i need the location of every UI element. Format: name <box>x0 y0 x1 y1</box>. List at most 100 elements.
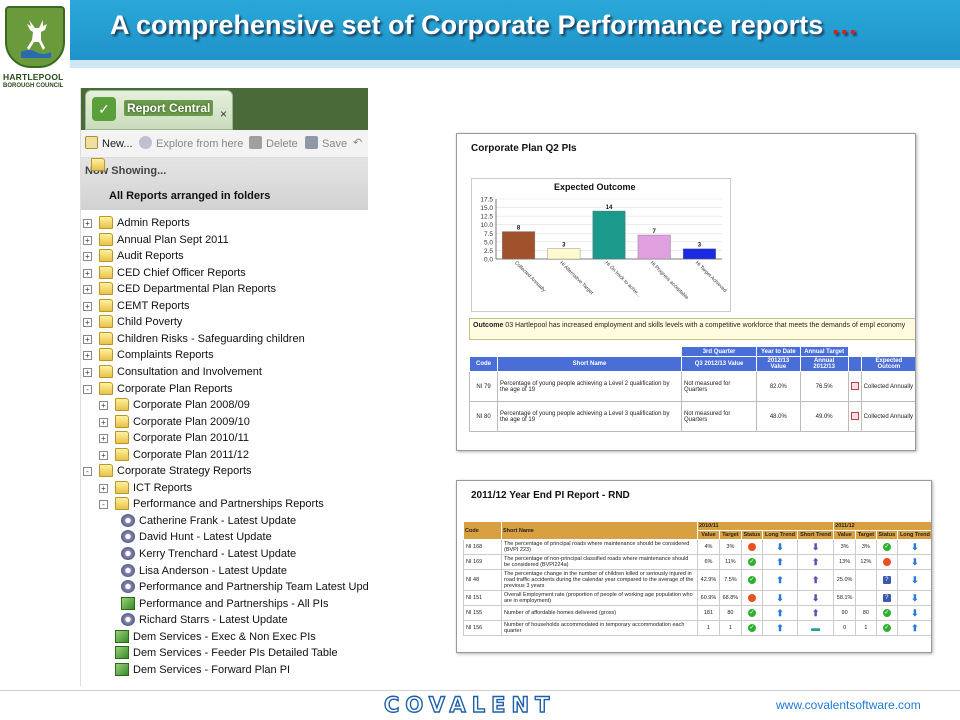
table-row: NI 169 The percentage of non-principal cl… <box>463 554 931 570</box>
gear-icon <box>121 513 135 527</box>
collapse-icon[interactable]: - <box>83 384 92 394</box>
slide-title: A comprehensive set of Corporate Perform… <box>110 10 858 41</box>
tree-item[interactable]: + CED Chief Officer Reports <box>81 265 368 282</box>
x-tick-label: Hi On track to achie... <box>604 260 642 298</box>
tree-item[interactable]: + CEMT Reports <box>81 298 368 315</box>
expand-icon[interactable]: + <box>83 318 92 328</box>
tree-item[interactable]: Richard Starrs - Latest Update <box>81 613 368 629</box>
tab-report-central[interactable]: ✓ Report Central × <box>85 90 233 130</box>
collapse-icon[interactable]: - <box>99 500 108 510</box>
tree-item[interactable]: + Annual Plan Sept 2011 <box>81 232 368 249</box>
title-ellipsis: … <box>830 10 858 40</box>
expand-icon[interactable]: + <box>83 235 92 245</box>
tree-item-label: Corporate Plan 2009/10 <box>133 415 250 428</box>
tree-item[interactable]: + Complaints Reports <box>81 348 368 364</box>
tree-item[interactable]: + Corporate Plan 2010/11 <box>81 431 368 447</box>
expand-icon[interactable]: + <box>99 483 108 493</box>
new-button[interactable]: New... <box>85 136 133 150</box>
tree-item[interactable]: - Corporate Strategy Reports <box>81 464 368 480</box>
status-cell: ? <box>875 590 898 606</box>
explore-button[interactable]: Explore from here <box>139 136 243 150</box>
trend-down-icon: ⬇ <box>911 607 919 618</box>
header-spacer <box>847 346 862 357</box>
folder-icon <box>99 249 113 263</box>
folder-icon <box>91 158 105 171</box>
expand-icon[interactable]: + <box>83 268 92 278</box>
expand-icon[interactable]: + <box>83 252 92 262</box>
expand-icon[interactable]: + <box>99 417 108 427</box>
tree-item[interactable]: + Corporate Plan 2008/09 <box>81 398 368 414</box>
expand-icon[interactable]: + <box>83 219 92 228</box>
expand-icon[interactable]: + <box>83 334 92 344</box>
tab-label: Report Central <box>124 100 214 116</box>
code-cell: NI 151 <box>463 590 502 606</box>
collapse-icon[interactable]: - <box>83 467 92 477</box>
tree-item[interactable]: Performance and Partnerships - All PIs <box>81 596 368 613</box>
tree-item[interactable]: Catherine Frank - Latest Update <box>81 513 368 530</box>
expand-icon[interactable]: + <box>83 301 92 311</box>
name-cell: Number of affordable homes delivered (gr… <box>501 605 698 621</box>
tree-item[interactable]: + Admin Reports <box>81 216 368 232</box>
expand-icon[interactable]: + <box>83 367 92 377</box>
tree-item[interactable]: - Corporate Plan Reports <box>81 381 368 398</box>
tree-item[interactable]: + Corporate Plan 2011/12 <box>81 447 368 464</box>
save-button[interactable]: Save <box>305 136 347 150</box>
tree-item[interactable]: Performance and Partnership Team Latest … <box>81 580 368 596</box>
tree-item[interactable]: + Consultation and Involvement <box>81 364 368 381</box>
outcome-box: Outcome 03 Hartlepool has increased empl… <box>469 318 915 340</box>
delete-button[interactable]: Delete <box>249 136 298 150</box>
tree-item[interactable]: + ICT Reports <box>81 480 368 497</box>
header-stripe <box>70 60 960 68</box>
tree-item[interactable]: Kerry Trenchard - Latest Update <box>81 547 368 563</box>
code-cell: NI 156 <box>463 620 502 636</box>
value-cell: 60.9% <box>697 590 720 606</box>
long-trend-cell: ⬇ <box>896 539 931 555</box>
expand-icon[interactable]: + <box>99 450 108 460</box>
value-cell: 3% <box>833 539 857 555</box>
footer-divider <box>0 690 960 691</box>
tree-item[interactable]: + Audit Reports <box>81 249 368 265</box>
close-icon[interactable]: × <box>220 107 228 121</box>
tree-item[interactable]: Dem Services - Feeder PIs Detailed Table <box>81 646 368 662</box>
tree-item[interactable]: - Performance and Partnerships Reports <box>81 497 368 513</box>
expand-icon[interactable]: + <box>83 285 92 295</box>
trend-up-icon: ⬆ <box>776 556 784 567</box>
data-label: 3 <box>562 243 566 249</box>
tree-item-label: Performance and Partnerships Reports <box>133 498 324 511</box>
new-report-icon <box>85 136 98 149</box>
trend-down-icon: ⬇ <box>911 574 919 585</box>
tree-item[interactable]: Lisa Anderson - Latest Update <box>81 563 368 580</box>
value-cell: 13% <box>833 554 857 570</box>
now-showing-selector[interactable]: All Reports arranged in folders <box>109 190 271 202</box>
tree-item[interactable]: Dem Services - Forward Plan PI <box>81 662 368 679</box>
expand-icon[interactable]: + <box>99 401 108 411</box>
tree-item-label: Consultation and Involvement <box>117 365 262 378</box>
tree-item[interactable]: David Hunt - Latest Update <box>81 530 368 546</box>
y-tick-label: 12.5 <box>480 214 493 221</box>
toolbar: New... Explore from here Delete Save ↶ <box>81 130 368 158</box>
tree-item-label: Child Poverty <box>117 316 183 329</box>
status-ok-icon: ✓ <box>747 609 756 617</box>
report-central-topbar: ✓ Report Central × <box>81 88 368 130</box>
expand-icon[interactable]: + <box>83 351 92 361</box>
status-cell <box>740 539 763 555</box>
target-cell <box>855 569 877 591</box>
gear-icon <box>121 563 135 577</box>
code-cell: NI 168 <box>463 539 502 555</box>
slide-title-text: A comprehensive set of Corporate Perform… <box>110 10 824 40</box>
group-header: 2010/11 <box>696 521 835 531</box>
magnifier-icon <box>139 136 152 149</box>
report-central-icon: ✓ <box>92 97 116 121</box>
code-cell: NI 155 <box>463 605 502 621</box>
undo-icon[interactable]: ↶ <box>353 137 363 149</box>
tree-item-label: Lisa Anderson - Latest Update <box>139 564 287 577</box>
tree-item[interactable]: + Children Risks - Safeguarding children <box>81 331 368 348</box>
data-label: 3 <box>698 243 702 249</box>
tree-item[interactable]: + Corporate Plan 2009/10 <box>81 414 368 431</box>
annual-cell: 49.0% <box>799 401 849 432</box>
tree-item[interactable]: Dem Services - Exec & Non Exec PIs <box>81 629 368 646</box>
target-cell: 1 <box>718 620 742 636</box>
tree-item[interactable]: + CED Departmental Plan Reports <box>81 282 368 298</box>
expand-icon[interactable]: + <box>99 434 108 444</box>
tree-item[interactable]: + Child Poverty <box>81 315 368 331</box>
